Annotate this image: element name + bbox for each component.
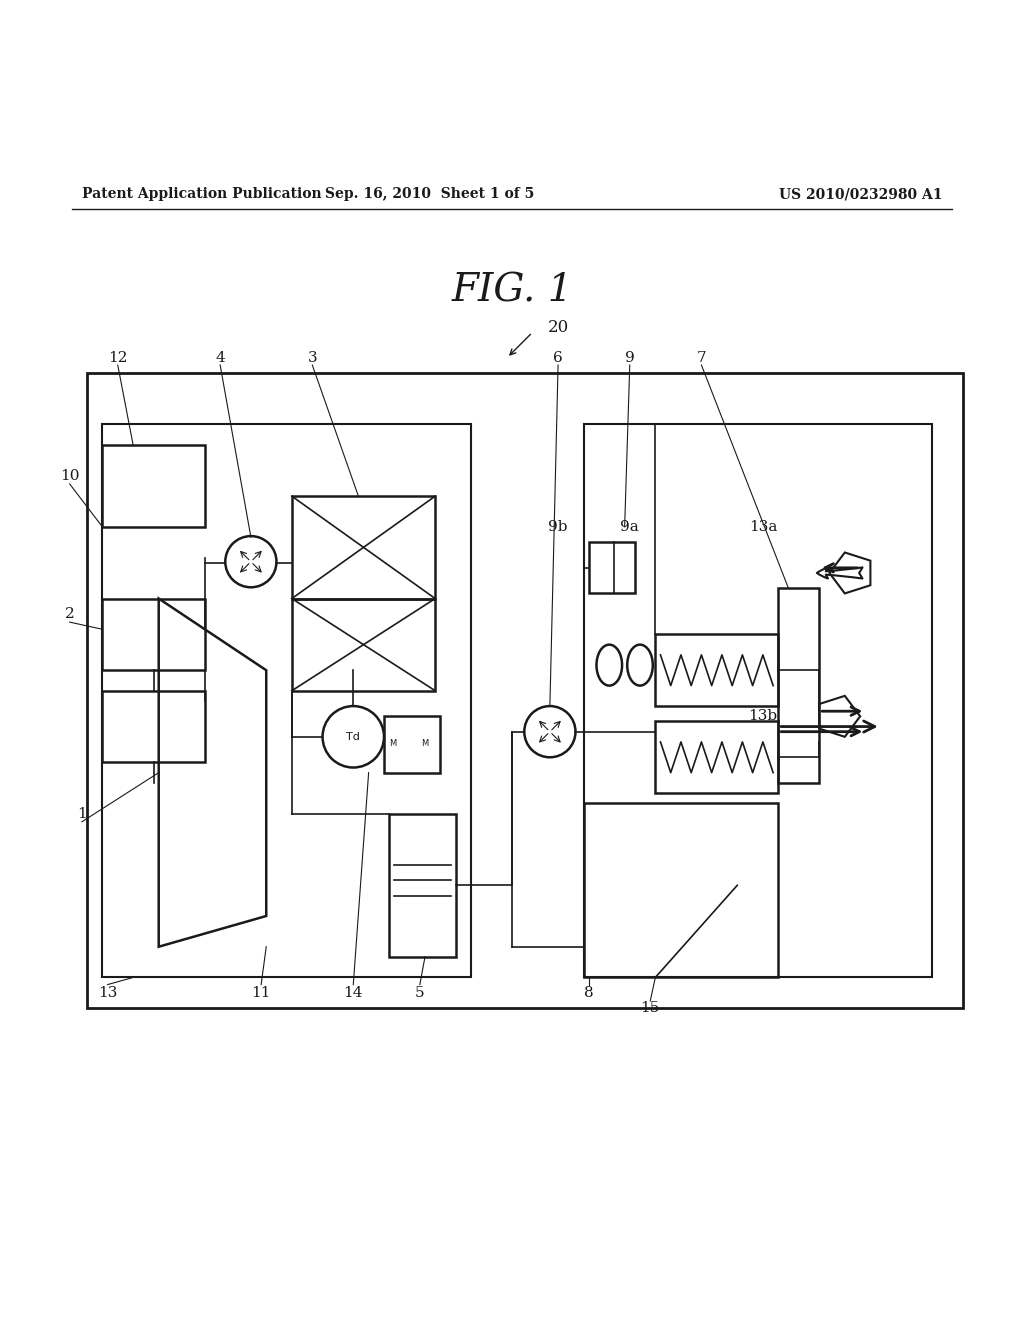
- Text: 2: 2: [65, 607, 75, 620]
- Bar: [102, 425, 471, 977]
- Text: 7: 7: [696, 351, 707, 364]
- Bar: [778, 589, 819, 783]
- Text: 13b: 13b: [749, 709, 777, 723]
- Text: 20: 20: [548, 318, 569, 335]
- Text: 1: 1: [77, 807, 87, 821]
- Bar: [102, 445, 205, 527]
- Text: 12: 12: [108, 351, 128, 364]
- Text: 9: 9: [625, 351, 635, 364]
- Bar: [584, 425, 932, 977]
- Text: Td: Td: [346, 731, 360, 742]
- Bar: [589, 543, 635, 594]
- Text: US 2010/0232980 A1: US 2010/0232980 A1: [778, 187, 942, 201]
- Text: 11: 11: [251, 986, 271, 999]
- Bar: [655, 635, 778, 706]
- Bar: [292, 598, 435, 690]
- Text: 4: 4: [215, 351, 225, 364]
- Bar: [87, 374, 963, 1008]
- Text: 10: 10: [59, 469, 80, 483]
- Text: Patent Application Publication: Patent Application Publication: [82, 187, 322, 201]
- Text: Sep. 16, 2010  Sheet 1 of 5: Sep. 16, 2010 Sheet 1 of 5: [326, 187, 535, 201]
- Text: 9a: 9a: [621, 520, 639, 533]
- Text: FIG. 1: FIG. 1: [452, 273, 572, 310]
- Text: 5: 5: [415, 986, 425, 999]
- Circle shape: [323, 706, 384, 767]
- Text: 9b: 9b: [548, 520, 568, 533]
- Text: 14: 14: [343, 986, 364, 999]
- Text: 8: 8: [584, 986, 594, 999]
- Bar: [655, 722, 778, 793]
- Bar: [292, 496, 435, 598]
- Text: M: M: [421, 739, 429, 748]
- Text: 6: 6: [553, 351, 563, 364]
- Text: 15: 15: [641, 1001, 659, 1015]
- Bar: [102, 598, 205, 671]
- Bar: [389, 813, 456, 957]
- Bar: [384, 717, 440, 772]
- Text: 3: 3: [307, 351, 317, 364]
- Text: 13a: 13a: [749, 520, 777, 533]
- Text: M: M: [389, 739, 397, 748]
- Text: 13: 13: [98, 986, 117, 999]
- Bar: [584, 804, 778, 977]
- Bar: [102, 690, 205, 763]
